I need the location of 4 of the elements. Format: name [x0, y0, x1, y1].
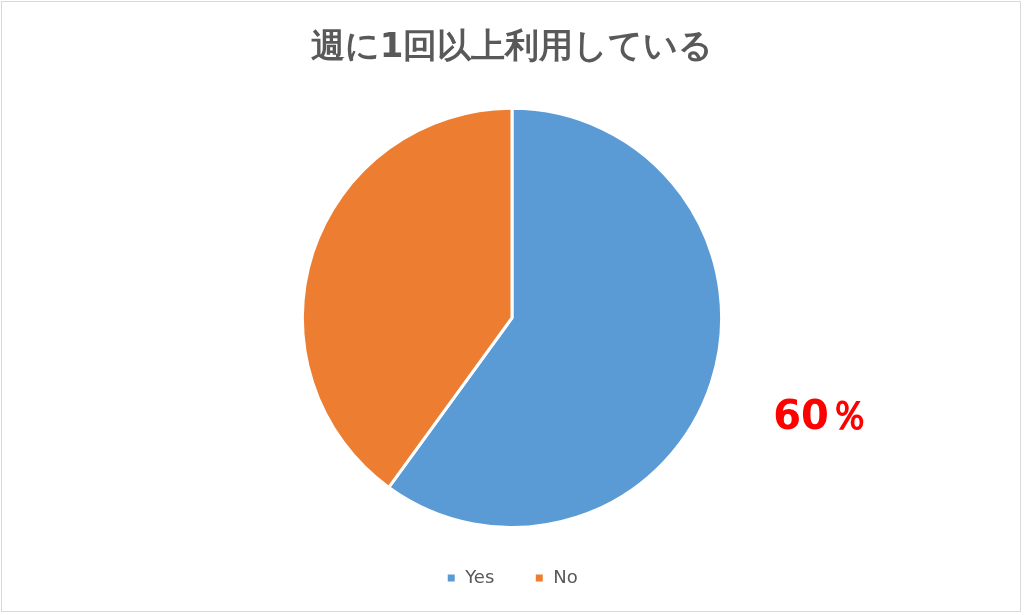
legend-label: Yes — [464, 565, 495, 587]
data-label: 60％ — [773, 391, 869, 438]
legend-label: No — [553, 565, 578, 587]
chart-title: 週に1回以上利用している — [310, 25, 714, 66]
